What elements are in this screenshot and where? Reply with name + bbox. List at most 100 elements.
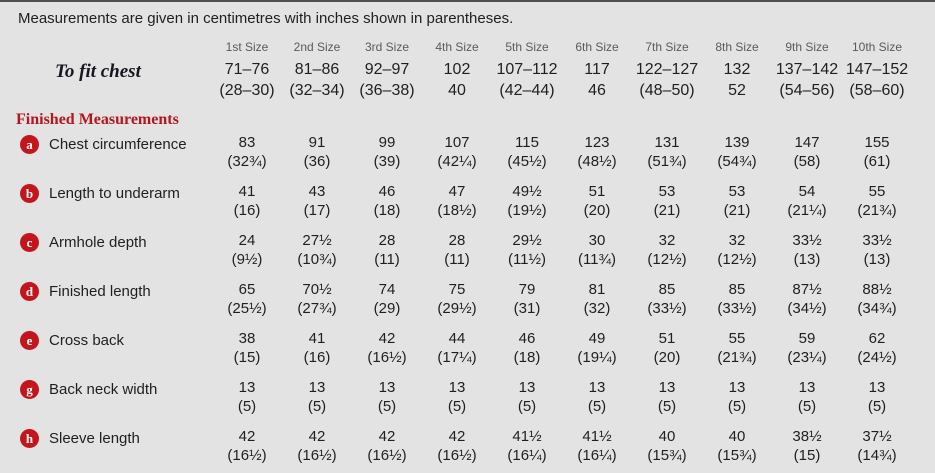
- table-row: c Armhole depth 24 (9½) 27½ (10¾) 28 (11) 28 (11)…: [0, 231, 935, 272]
- measurement-cell: 139 (54¾): [702, 133, 772, 174]
- cm-value: 13: [238, 379, 256, 396]
- cm-value: 55: [728, 330, 746, 347]
- measurement-cell: 40 (15¾): [632, 427, 702, 468]
- measurement-cell: 102 40: [422, 59, 492, 104]
- measurement-cell: 13 (5): [492, 378, 562, 419]
- row-label-text: Armhole depth: [49, 234, 147, 251]
- row-label-text: Cross back: [49, 332, 125, 349]
- measurement-cell: 40 (15¾): [702, 427, 772, 468]
- inch-value: (19¼): [577, 349, 617, 366]
- cm-value: 122–127: [635, 61, 699, 78]
- cm-value: 41½: [512, 428, 542, 445]
- cm-value: 59: [798, 330, 816, 347]
- cm-value: 107: [444, 134, 470, 151]
- inch-value: (15): [793, 447, 821, 464]
- inch-value: (18½): [437, 202, 477, 219]
- cm-value: 53: [658, 183, 676, 200]
- cm-value: 46: [378, 183, 396, 200]
- table-row: e Cross back 38 (15) 41 (16) 42 (16½) 44 (17¼) 46 (…: [0, 329, 935, 370]
- inch-value: (13): [863, 251, 891, 268]
- inch-value: (5): [447, 398, 467, 415]
- cm-value: 92–97: [364, 61, 410, 78]
- measurement-cell: 132 52: [702, 59, 772, 104]
- inch-value: (45½): [507, 153, 547, 170]
- inch-value: (51¾): [647, 153, 687, 170]
- inch-value: (36–38): [359, 82, 415, 99]
- inch-value: (11): [444, 251, 470, 268]
- cm-value: 117: [584, 61, 610, 78]
- cm-value: 65: [238, 281, 256, 298]
- measurement-cell: 46 (18): [352, 182, 422, 223]
- measurement-cell: 30 (11¾): [562, 231, 632, 272]
- cm-value: 137–142: [775, 61, 839, 78]
- measurement-cell: 41½ (16¼): [492, 427, 562, 468]
- measurement-cell: 24 (9½): [212, 231, 282, 272]
- measurement-cell: 27½ (10¾): [282, 231, 352, 272]
- measurement-cell: 41½ (16¼): [562, 427, 632, 468]
- cm-value: 70½: [302, 281, 332, 298]
- inch-value: (15¾): [717, 447, 757, 464]
- measurement-cell: 59 (23¼): [772, 329, 842, 370]
- measurement-cell: 28 (11): [352, 231, 422, 272]
- measurement-cell: 28 (11): [422, 231, 492, 272]
- cm-value: 41½: [582, 428, 612, 445]
- cm-value: 43: [308, 183, 326, 200]
- cm-value: 42: [378, 330, 396, 347]
- inch-value: (5): [657, 398, 677, 415]
- cm-value: 32: [658, 232, 676, 249]
- cm-value: 51: [588, 183, 606, 200]
- measurement-cell: 71–76 (28–30): [212, 59, 282, 104]
- measurement-cell: 42 (16½): [282, 427, 352, 468]
- measurement-cell: 54 (21¼): [772, 182, 842, 223]
- cm-value: 38½: [792, 428, 822, 445]
- row-letter-badge: d: [20, 282, 39, 301]
- cm-value: 27½: [302, 232, 332, 249]
- measurement-cell: 155 (61): [842, 133, 912, 174]
- inch-value: (29): [373, 300, 401, 317]
- measurement-cell: 44 (17¼): [422, 329, 492, 370]
- measurement-cell: 33½ (13): [842, 231, 912, 272]
- cm-value: 42: [308, 428, 326, 445]
- cm-value: 71–76: [224, 61, 270, 78]
- cm-value: 83: [238, 134, 256, 151]
- row-letter-badge: g: [20, 380, 39, 399]
- measurement-cell: 55 (21¾): [842, 182, 912, 223]
- size-header: 3rd Size: [364, 40, 410, 54]
- inch-value: (39): [373, 153, 401, 170]
- row-letter-badge: h: [20, 429, 39, 448]
- measurement-cell: 13 (5): [772, 378, 842, 419]
- cm-value: 51: [658, 330, 676, 347]
- cm-value: 46: [518, 330, 536, 347]
- cm-value: 40: [658, 428, 676, 445]
- table-row: d Finished length 65 (25½) 70½ (27¾) 74 (29) 75 (…: [0, 280, 935, 321]
- measurement-rows: a Chest circumference 83 (32¾) 91 (36) 99 (39) 1…: [0, 133, 935, 468]
- measurement-cell: 38 (15): [212, 329, 282, 370]
- inch-value: (36): [303, 153, 331, 170]
- row-label: e Cross back: [14, 329, 212, 350]
- cm-value: 41: [238, 183, 256, 200]
- measurement-cell: 13 (5): [562, 378, 632, 419]
- measurement-cell: 83 (32¾): [212, 133, 282, 174]
- row-label-text: Back neck width: [49, 381, 158, 398]
- cm-value: 13: [378, 379, 396, 396]
- measurement-cell: 46 (18): [492, 329, 562, 370]
- row-letter-badge: a: [20, 135, 39, 154]
- measurement-cell: 79 (31): [492, 280, 562, 321]
- cm-value: 91: [308, 134, 326, 151]
- inch-value: (16½): [367, 349, 407, 366]
- measurement-cell: 41 (16): [212, 182, 282, 223]
- cm-value: 47: [448, 183, 466, 200]
- cm-value: 13: [658, 379, 676, 396]
- inch-value: (34½): [787, 300, 827, 317]
- inch-value: (21¾): [857, 202, 897, 219]
- measurement-cell: 147–152 (58–60): [842, 59, 912, 104]
- row-label-text: Length to underarm: [49, 185, 180, 202]
- cm-value: 42: [378, 428, 396, 445]
- inch-value: (5): [867, 398, 887, 415]
- measurement-cell: 42 (16½): [422, 427, 492, 468]
- inch-value: (27¾): [297, 300, 337, 317]
- cm-value: 42: [448, 428, 466, 445]
- measurement-cell: 107 (42¼): [422, 133, 492, 174]
- cm-value: 123: [584, 134, 610, 151]
